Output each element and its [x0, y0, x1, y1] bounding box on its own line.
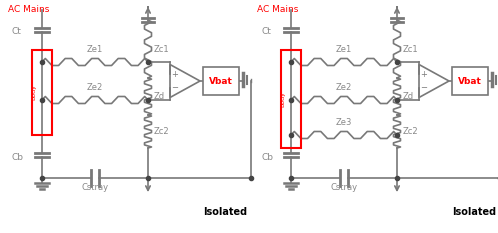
Text: +: +: [420, 70, 427, 79]
Text: Zc2: Zc2: [154, 127, 170, 136]
Text: Ze2: Ze2: [87, 83, 103, 92]
Text: Isolated: Isolated: [203, 207, 247, 217]
Bar: [32, 50, 52, 135]
Text: −: −: [420, 83, 427, 92]
Text: Zc1: Zc1: [403, 45, 419, 54]
Bar: [203, 67, 239, 95]
Text: Cstray: Cstray: [331, 183, 358, 192]
Bar: [281, 50, 301, 148]
Text: +: +: [171, 70, 178, 79]
Text: Vbat: Vbat: [209, 76, 233, 86]
Text: Ze1: Ze1: [87, 45, 103, 54]
Text: Vbat: Vbat: [458, 76, 482, 86]
Text: Zd: Zd: [403, 92, 414, 101]
Text: Ct: Ct: [12, 27, 22, 37]
Text: Zc2: Zc2: [403, 127, 419, 136]
Text: Zc1: Zc1: [154, 45, 170, 54]
Text: Ze2: Ze2: [336, 83, 352, 92]
Text: AC Mains: AC Mains: [257, 5, 298, 14]
Text: Ze1: Ze1: [336, 45, 352, 54]
Text: Body: Body: [31, 85, 36, 100]
Text: Zd: Zd: [154, 92, 165, 101]
Text: Ze3: Ze3: [336, 118, 352, 127]
Bar: [452, 67, 488, 95]
Text: AC Mains: AC Mains: [8, 5, 49, 14]
Text: Cb: Cb: [261, 153, 273, 161]
Text: Ct: Ct: [261, 27, 271, 37]
Text: Cb: Cb: [12, 153, 24, 161]
Text: Cstray: Cstray: [82, 183, 109, 192]
Text: Body: Body: [280, 91, 285, 107]
Text: −: −: [171, 83, 178, 92]
Text: Isolated: Isolated: [452, 207, 496, 217]
